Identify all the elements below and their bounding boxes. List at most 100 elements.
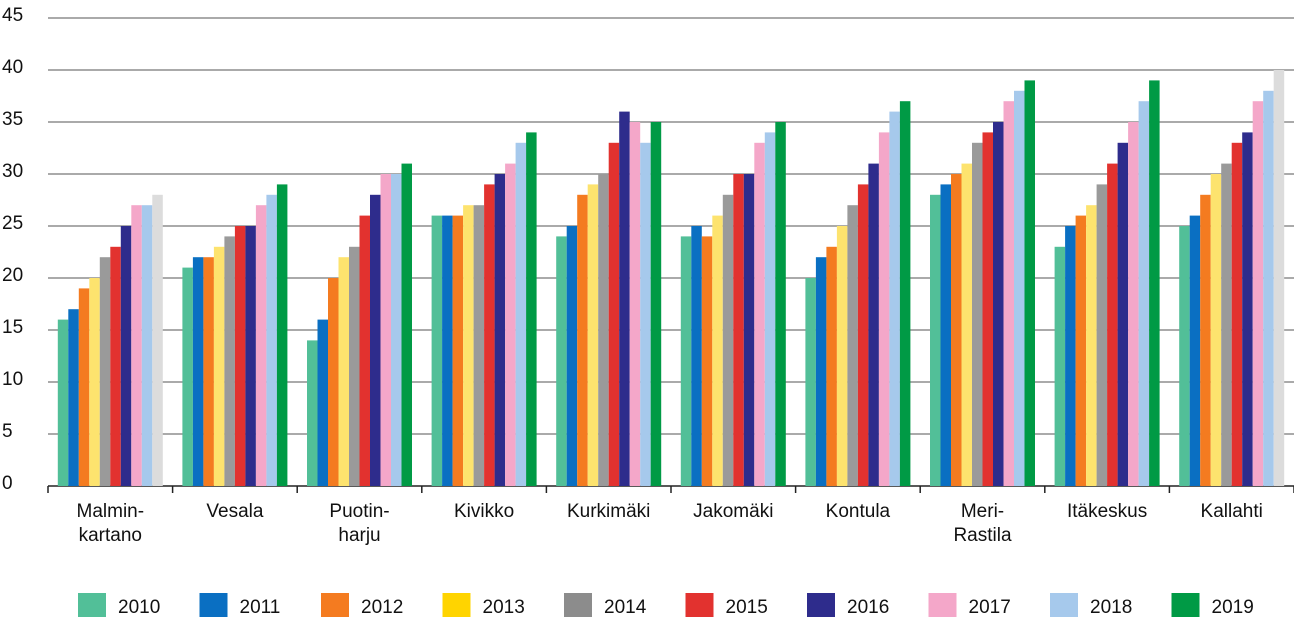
- bar: [1189, 215, 1201, 486]
- bar: [401, 163, 412, 486]
- bar: [556, 236, 567, 486]
- bar: [255, 205, 267, 486]
- x-tick-label: Puotin-harju: [329, 501, 389, 546]
- bar: [349, 246, 360, 486]
- bar: [1107, 163, 1118, 486]
- bar: [1210, 174, 1222, 486]
- legend-swatch: [685, 593, 714, 617]
- bar: [805, 278, 816, 486]
- bar: [463, 205, 474, 486]
- bar: [619, 111, 630, 486]
- bar: [889, 111, 900, 486]
- bar: [328, 278, 339, 486]
- bar: [701, 236, 713, 486]
- bar: [1138, 101, 1150, 486]
- bar: [899, 101, 911, 486]
- bar: [89, 278, 100, 486]
- legend-swatch: [442, 593, 471, 617]
- bar: [764, 132, 776, 486]
- x-tick-label: Itäkeskus: [1067, 501, 1147, 522]
- bar: [452, 215, 464, 486]
- bar: [640, 142, 651, 487]
- bar: [1231, 142, 1243, 487]
- x-tick-label: Malmin-kartano: [77, 501, 145, 546]
- bar: [951, 174, 962, 486]
- y-tick-label: 35: [2, 109, 23, 130]
- bar: [826, 246, 837, 486]
- bar: [1200, 194, 1211, 487]
- bar: [391, 174, 402, 486]
- legend-label: 2013: [483, 597, 525, 618]
- legend-label: 2017: [969, 597, 1011, 618]
- bar: [131, 205, 142, 486]
- y-tick-label: 30: [2, 161, 23, 182]
- bar: [930, 194, 941, 487]
- bar: [982, 132, 993, 486]
- bar: [1086, 205, 1097, 486]
- bar: [1075, 215, 1087, 486]
- bar: [380, 174, 391, 486]
- bar: [1054, 246, 1066, 486]
- bar: [722, 194, 734, 487]
- bar: [120, 226, 132, 486]
- bar: [1003, 101, 1014, 486]
- bar: [484, 184, 495, 486]
- x-tick-label: Meri-Rastila: [953, 501, 1012, 546]
- x-tick-label: Kallahti: [1201, 501, 1263, 522]
- bar: [1149, 80, 1160, 487]
- bar: [213, 246, 225, 486]
- y-tick-label: 20: [2, 265, 23, 286]
- bar: [317, 319, 328, 486]
- bar: [857, 184, 869, 486]
- bar: [712, 215, 723, 486]
- bar: [1117, 142, 1129, 487]
- bar: [587, 184, 599, 486]
- bar: [152, 194, 163, 487]
- legend-label: 2019: [1212, 597, 1254, 618]
- legend-swatch: [928, 593, 957, 617]
- bar: [431, 215, 443, 486]
- bar: [442, 215, 453, 486]
- bar: [1065, 226, 1076, 486]
- bar: [473, 205, 485, 486]
- legend-label: 2011: [240, 597, 281, 618]
- bar: [961, 163, 972, 486]
- bar: [733, 174, 744, 486]
- bar: [1024, 80, 1035, 487]
- bar: [680, 236, 692, 486]
- bar: [608, 142, 620, 487]
- x-tick-label: Vesala: [206, 501, 263, 522]
- bar: [878, 132, 890, 486]
- bar: [234, 226, 246, 486]
- legend-swatch: [564, 593, 592, 617]
- bar: [1263, 90, 1274, 487]
- bar: [245, 226, 256, 486]
- legend-swatch: [807, 593, 835, 617]
- bar: [847, 205, 858, 486]
- x-tick-label: Jakomäki: [693, 501, 773, 522]
- legend-swatch: [199, 593, 228, 617]
- bar: [566, 226, 578, 486]
- y-tick-label: 0: [2, 473, 13, 494]
- bar: [629, 122, 641, 486]
- legend-swatch: [1050, 593, 1078, 617]
- bar: [1014, 90, 1025, 487]
- bar: [598, 174, 609, 486]
- bar: [68, 309, 79, 486]
- bar: [359, 215, 370, 486]
- legend-swatch: [1171, 593, 1200, 617]
- bar: [192, 257, 204, 486]
- x-tick-label: Kurkimäki: [567, 501, 650, 522]
- bar: [691, 226, 702, 486]
- bar: [307, 340, 318, 486]
- legend-label: 2014: [604, 597, 647, 618]
- bar: [338, 257, 349, 486]
- bar: [182, 267, 193, 486]
- bar: [57, 319, 69, 486]
- bar: [110, 246, 121, 486]
- bar: [526, 132, 537, 486]
- legend-label: 2015: [726, 597, 768, 618]
- bar: [78, 288, 90, 486]
- bar: [1273, 70, 1285, 486]
- x-tick-label: Kontula: [826, 501, 891, 522]
